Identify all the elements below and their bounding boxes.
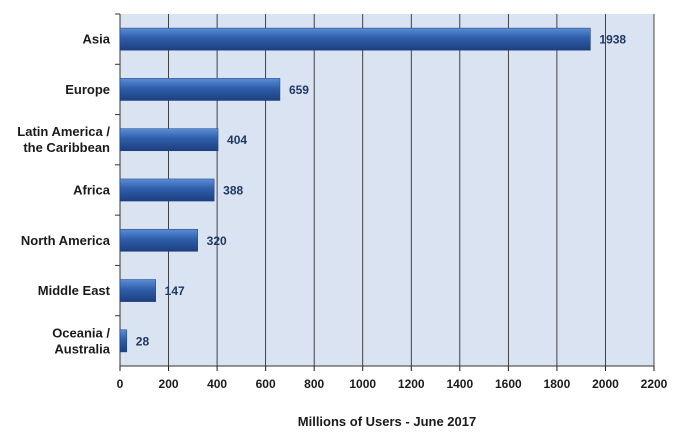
- data-label: 147: [165, 284, 185, 298]
- data-label: 404: [227, 133, 247, 147]
- category-label: Africa: [73, 183, 111, 198]
- data-label: 659: [289, 83, 309, 97]
- data-label: 320: [207, 234, 227, 248]
- category-label: Latin America / the Caribbean: [17, 124, 110, 155]
- data-label: 28: [136, 334, 150, 348]
- bar: [119, 27, 591, 51]
- x-tick-label: 1800: [544, 377, 571, 391]
- x-tick-label: 2200: [641, 377, 668, 391]
- bar: [119, 178, 215, 202]
- bar: [119, 329, 128, 353]
- category-label: North America: [21, 233, 111, 248]
- bars: [119, 27, 591, 353]
- x-tick-label: 400: [207, 377, 227, 391]
- x-tick-label: 0: [117, 377, 124, 391]
- bar: [119, 279, 156, 302]
- x-tick-label: 1600: [495, 377, 522, 391]
- x-tick-label: 200: [159, 377, 179, 391]
- x-tick-label: 800: [304, 377, 324, 391]
- bar: [119, 128, 219, 152]
- category-label: Oceania / Australia: [52, 325, 111, 356]
- bar: [119, 78, 281, 101]
- data-label: 1938: [599, 33, 626, 47]
- x-axis-title: Millions of Users - June 2017: [298, 414, 476, 429]
- x-tick-label: 1000: [349, 377, 376, 391]
- category-label: Asia: [83, 32, 111, 47]
- labels: 0 200 400 600 800 1000 1200 1400 1600 1800 2000 220…: [17, 32, 667, 391]
- x-tick-label: 1400: [446, 377, 473, 391]
- x-tick-label: 600: [256, 377, 276, 391]
- x-tick-label: 2000: [592, 377, 619, 391]
- category-label: Europe: [65, 82, 110, 97]
- bar: [119, 228, 198, 252]
- data-label: 388: [223, 184, 243, 198]
- category-label: Middle East: [38, 283, 111, 298]
- x-tick-label: 1200: [398, 377, 425, 391]
